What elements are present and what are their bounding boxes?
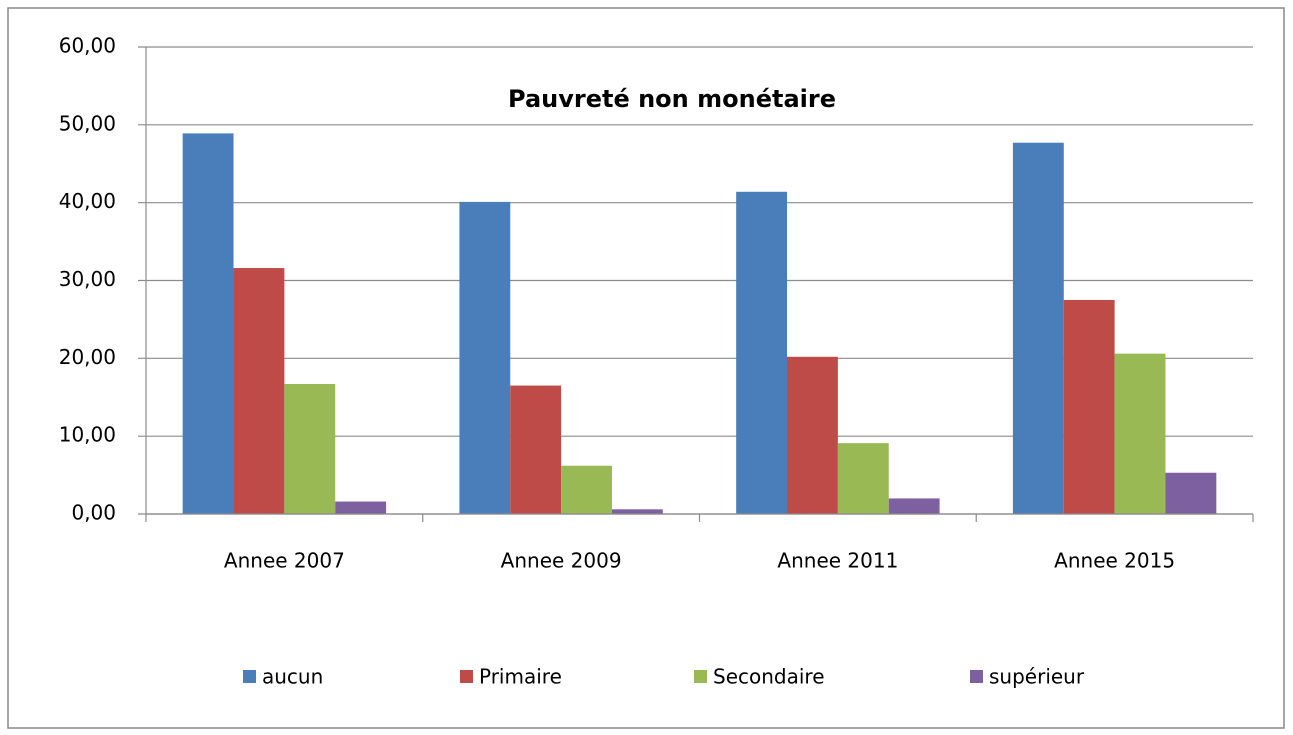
- legend-label: supérieur: [989, 665, 1085, 689]
- y-tick-label: 50,00: [59, 111, 116, 135]
- bar: [459, 201, 511, 514]
- bar: [561, 465, 612, 514]
- y-tick-label: 60,00: [59, 34, 116, 58]
- bar: [335, 501, 387, 514]
- y-tick-label: 40,00: [59, 189, 116, 213]
- legend-swatch: [460, 670, 473, 683]
- bar: [1114, 353, 1166, 514]
- bar: [888, 498, 940, 514]
- y-tick-label: 30,00: [59, 267, 116, 291]
- legend-label: Secondaire: [713, 665, 825, 689]
- bar: [233, 268, 285, 514]
- legend-label: Primaire: [479, 665, 562, 689]
- bar: [182, 133, 234, 514]
- x-tick-label: Annee 2009: [501, 549, 622, 573]
- bar: [736, 191, 788, 514]
- bar: [1165, 472, 1217, 514]
- legend-swatch: [243, 670, 256, 683]
- x-tick-label: Annee 2015: [1054, 549, 1175, 573]
- y-tick-label: 20,00: [59, 345, 116, 369]
- bar: [510, 385, 562, 514]
- bar: [611, 509, 663, 514]
- chart-title: Pauvreté non monétaire: [508, 85, 836, 113]
- bar: [1063, 299, 1115, 514]
- bar: [837, 443, 889, 514]
- legend-swatch: [694, 670, 707, 683]
- legend-swatch: [970, 670, 983, 683]
- y-tick-label: 10,00: [59, 423, 116, 447]
- y-tick-label: 0,00: [71, 501, 116, 525]
- x-tick-label: Annee 2011: [777, 549, 898, 573]
- legend-label: aucun: [262, 665, 323, 689]
- bar: [284, 384, 336, 514]
- x-tick-label: Annee 2007: [224, 549, 345, 573]
- bar: [787, 356, 838, 514]
- bar: [1012, 142, 1064, 515]
